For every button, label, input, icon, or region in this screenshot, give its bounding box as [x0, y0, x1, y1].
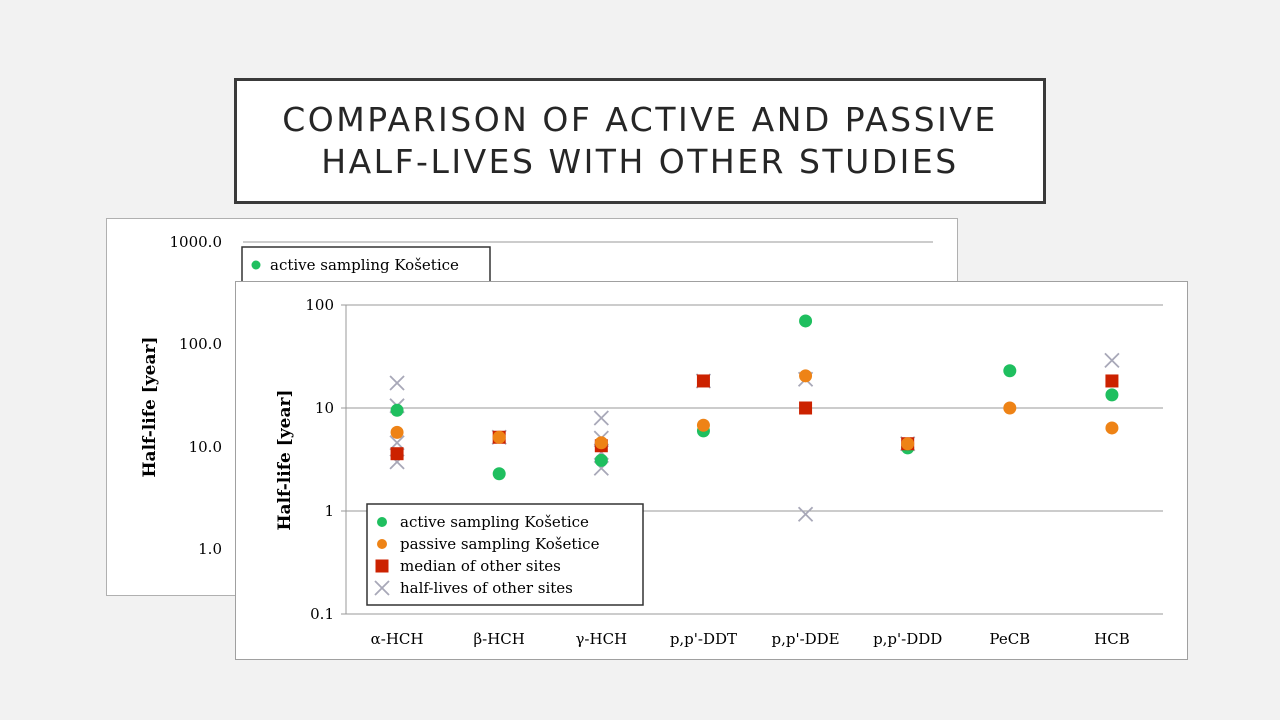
legend-box — [366, 503, 644, 606]
passive-sampling-point — [696, 418, 710, 432]
y-tick-label: 0.1 — [310, 605, 334, 623]
passive-sampling-point — [901, 437, 915, 451]
x-tick-label: p,p'-DDD — [873, 630, 942, 648]
other-site-point — [1104, 352, 1120, 369]
legend-marker — [377, 517, 387, 527]
main-chart: 100 10 1 0.1 α-HCH β-HCH γ-HCH p,p'-DDT p,p'-DD… — [235, 281, 1188, 660]
x-tick-label: β-HCH — [473, 630, 524, 648]
x-tick-label: α-HCH — [371, 630, 424, 648]
median-point — [696, 374, 710, 388]
background-chart-svg: 1000.0 100.0 10.0 1.0 Half-life [year] a… — [140, 233, 933, 558]
other-site-point — [593, 410, 609, 426]
y-axis-label: Half-life [year] — [275, 389, 295, 530]
median-point — [1105, 374, 1119, 388]
passive-sampling-point — [1105, 421, 1119, 435]
passive-sampling-point — [390, 425, 404, 439]
median-point — [390, 447, 404, 461]
title-line-1: COMPARISON OF ACTIVE AND PASSIVE — [282, 100, 998, 139]
x-tick-label: γ-HCH — [575, 630, 627, 648]
back-ytick: 1000.0 — [170, 233, 223, 251]
back-ytick: 1.0 — [198, 540, 222, 558]
legend: active sampling Košetice passive sampling… — [366, 503, 644, 606]
active-sampling-point — [1003, 364, 1017, 378]
active-sampling-point — [594, 453, 608, 467]
legend-marker — [374, 580, 390, 596]
active-sampling-point — [492, 467, 506, 481]
active-sampling-point — [1105, 388, 1119, 402]
legend-marker — [375, 559, 389, 573]
x-tick-label: HCB — [1094, 630, 1130, 648]
legend-label: passive sampling Košetice — [400, 535, 600, 553]
y-tick-label: 1 — [324, 502, 334, 520]
back-legend-label: active sampling Košetice — [270, 256, 459, 274]
back-ytick: 100.0 — [179, 335, 222, 353]
back-legend — [241, 246, 491, 288]
passive-sampling-point — [1003, 401, 1017, 415]
passive-sampling-point — [492, 430, 506, 444]
slide-title: COMPARISON OF ACTIVE AND PASSIVE HALF-LI… — [234, 78, 1046, 204]
passive-sampling-point — [594, 436, 608, 450]
x-tick-label: p,p'-DDT — [670, 630, 737, 648]
other-site-point — [797, 506, 814, 522]
legend-label: median of other sites — [400, 557, 561, 575]
main-chart-svg: 100 10 1 0.1 α-HCH β-HCH γ-HCH p,p'-DDT p,p'-DD… — [275, 296, 1163, 648]
title-line-2: HALF-LIVES WITH OTHER STUDIES — [321, 142, 959, 181]
other-site-point — [389, 375, 405, 391]
back-legend-marker — [251, 260, 261, 270]
y-tick-label: 100 — [305, 296, 334, 314]
x-tick-label: PeCB — [989, 630, 1030, 648]
y-tick-label: 10 — [315, 399, 334, 417]
back-ytick: 10.0 — [189, 438, 222, 456]
active-sampling-point — [799, 314, 813, 328]
median-point — [799, 401, 813, 415]
passive-sampling-point — [799, 369, 813, 383]
active-sampling-point — [390, 403, 404, 417]
back-ylabel: Half-life [year] — [140, 336, 160, 477]
legend-marker — [377, 539, 387, 549]
legend-label: half-lives of other sites — [400, 579, 573, 597]
x-tick-label: p,p'-DDE — [771, 630, 839, 648]
legend-label: active sampling Košetice — [400, 513, 589, 531]
